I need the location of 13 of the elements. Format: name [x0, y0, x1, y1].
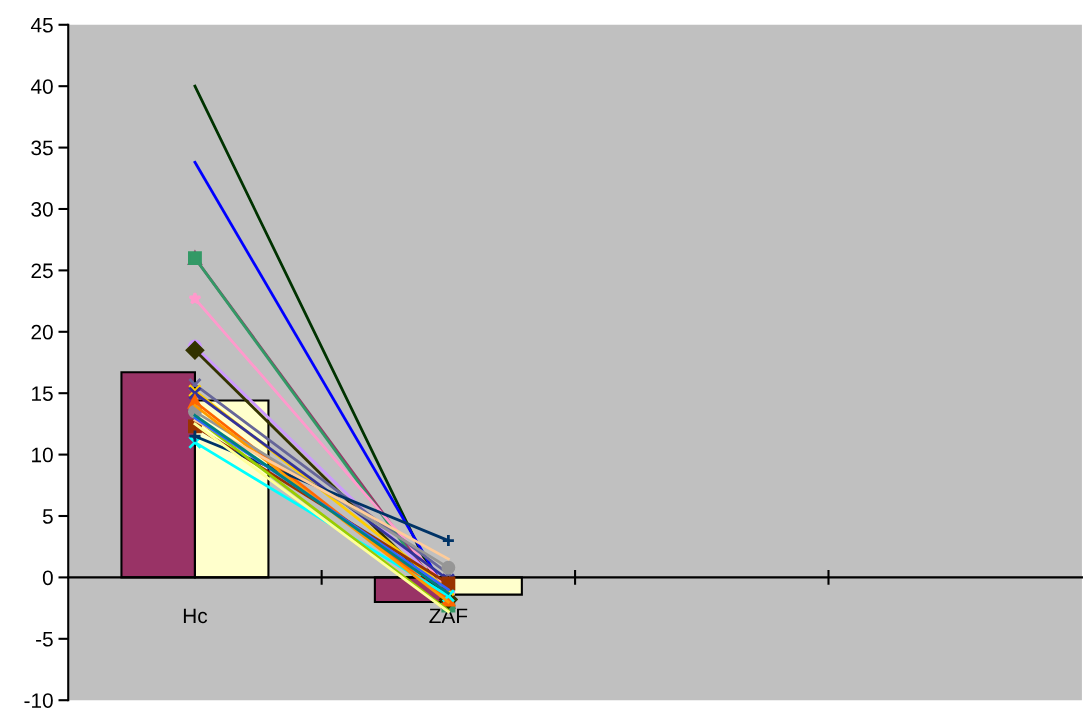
y-tick-label: 25	[31, 263, 53, 279]
y-tick-label: 0	[42, 570, 53, 586]
y-tick-label: 20	[31, 324, 53, 340]
y-tick-label: 15	[32, 386, 53, 401]
y-tick-label: 45	[30, 18, 53, 33]
x-tick-label: Hc	[183, 608, 208, 624]
y-tick-label: 5	[42, 509, 53, 524]
y-tick-label: -10	[24, 693, 53, 708]
y-tick-label: 30	[31, 201, 53, 217]
y-tick-label: 10	[32, 447, 53, 463]
y-tick-label: 35	[31, 140, 53, 156]
y-tick-label: 40	[30, 79, 53, 94]
y-tick-label: -5	[36, 632, 53, 647]
